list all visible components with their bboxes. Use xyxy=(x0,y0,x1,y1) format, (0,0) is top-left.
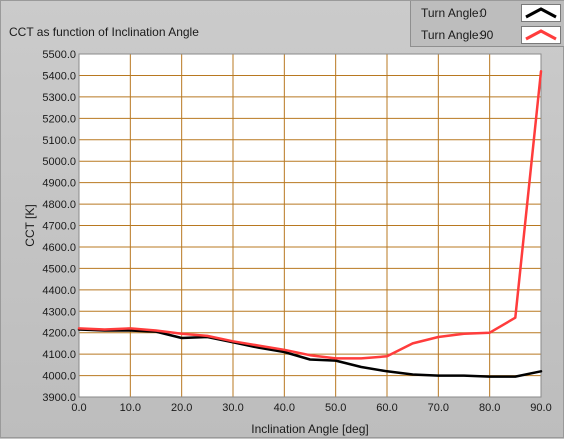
y-tick-label: 3900.0 xyxy=(42,392,76,404)
legend-item-turn-angle-90[interactable]: Turn Angle: 90 xyxy=(411,24,564,46)
legend-value: 90 xyxy=(480,28,494,42)
y-tick-label: 5200.0 xyxy=(42,113,76,125)
plot-frame xyxy=(78,53,542,398)
legend-item-turn-angle-0[interactable]: Turn Angle: 0 xyxy=(411,2,564,24)
x-tick-label: 40.0 xyxy=(274,402,295,414)
x-tick-label: 80.0 xyxy=(479,402,500,414)
y-tick-label: 5300.0 xyxy=(42,92,76,104)
y-tick-label: 4600.0 xyxy=(42,242,76,254)
plot-legend[interactable]: Turn Angle: 0 Turn Angle: 90 xyxy=(410,1,564,47)
y-tick-label: 5100.0 xyxy=(42,135,76,147)
x-tick-label: 50.0 xyxy=(325,402,346,414)
x-tick-label: 20.0 xyxy=(171,402,192,414)
x-tick-label: 70.0 xyxy=(428,402,449,414)
y-tick-label: 4100.0 xyxy=(42,349,76,361)
y-tick-label: 5000.0 xyxy=(42,156,76,168)
y-tick-label: 4400.0 xyxy=(42,285,76,297)
chart-title: CCT as function of Inclination Angle xyxy=(9,25,199,39)
y-tick-label: 4700.0 xyxy=(42,221,76,233)
legend-label: Turn Angle: xyxy=(421,6,482,20)
series-line-1 xyxy=(77,69,543,360)
y-tick-label: 4800.0 xyxy=(42,199,76,211)
x-tick-label: 60.0 xyxy=(376,402,397,414)
legend-label: Turn Angle: xyxy=(421,28,482,42)
x-axis-label: Inclination Angle [deg] xyxy=(251,422,368,436)
legend-value: 0 xyxy=(480,6,487,20)
y-tick-label: 5400.0 xyxy=(42,70,76,82)
y-tick-label: 4300.0 xyxy=(42,306,76,318)
y-tick-label: 4200.0 xyxy=(42,328,76,340)
y-tick-label: 5500.0 xyxy=(42,49,76,61)
y-axis-label: CCT [K] xyxy=(23,204,37,246)
x-tick-label: 90.0 xyxy=(530,402,551,414)
x-tick-label: 0.0 xyxy=(71,402,86,414)
y-tick-label: 4500.0 xyxy=(42,263,76,275)
y-tick-label: 4900.0 xyxy=(42,178,76,190)
y-tick-label: 4000.0 xyxy=(42,371,76,383)
line-red-swatch-icon[interactable] xyxy=(521,26,561,44)
x-tick-label: 10.0 xyxy=(120,402,141,414)
x-tick-label: 30.0 xyxy=(222,402,243,414)
line-black-swatch-icon[interactable] xyxy=(521,4,561,22)
